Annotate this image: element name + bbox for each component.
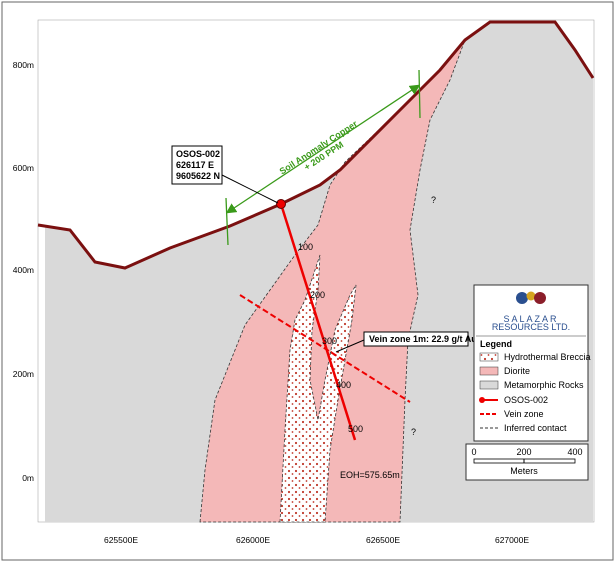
legend-item: Hydrothermal Breccia — [504, 352, 591, 362]
legend-swatch — [479, 352, 499, 362]
soil-arrow — [225, 84, 421, 214]
vein-label: Vein zone 1m: 22.9 g/t Au — [369, 334, 477, 344]
x-label: 626500E — [366, 535, 400, 545]
eoh-label: EOH=575.65m — [340, 470, 400, 480]
y-label: 400m — [13, 265, 34, 275]
question-mark: ? — [411, 427, 416, 437]
depth-label: 100 — [298, 242, 313, 252]
x-label: 626000E — [236, 535, 270, 545]
depth-label: 500 — [348, 424, 363, 434]
question-mark: ? — [431, 195, 436, 205]
drill-hole — [279, 203, 357, 441]
company: SALAZAR — [503, 314, 558, 324]
legend-title: Legend — [480, 339, 512, 349]
legend-swatch — [479, 366, 499, 376]
depth-label: 300 — [322, 336, 337, 346]
soil-limit — [418, 69, 421, 119]
legend-item: Vein zone — [504, 409, 544, 419]
callout-line — [335, 339, 365, 353]
callout-text: 9605622 N — [176, 171, 220, 181]
vein-label-box — [363, 331, 469, 347]
x-label: 625500E — [104, 535, 138, 545]
scale-unit: Meters — [510, 466, 538, 476]
x-label: 627000E — [495, 535, 529, 545]
scale-tick: 400 — [567, 447, 582, 457]
depth-label: 400 — [336, 380, 351, 390]
scale-tick: 200 — [516, 447, 531, 457]
breccia-area — [279, 254, 357, 523]
callout-box — [171, 145, 223, 185]
y-label: 600m — [13, 163, 34, 173]
soil-limit — [225, 197, 229, 246]
legend-item: OSOS-002 — [504, 395, 548, 405]
callout-text: 626117 E — [176, 160, 214, 170]
y-label: 200m — [13, 369, 34, 379]
legend-item: Inferred contact — [504, 423, 567, 433]
y-label: 0m — [22, 473, 34, 483]
legend-swatch — [479, 397, 485, 403]
company-sub: RESOURCES LTD. — [492, 322, 570, 332]
callout-text: OSOS-002 — [176, 149, 220, 159]
logo — [526, 291, 536, 301]
collar — [276, 199, 286, 209]
legend-swatch — [479, 380, 499, 390]
depth-label: 200 — [310, 290, 325, 300]
legend-item: Diorite — [504, 366, 530, 376]
callout-line — [221, 174, 279, 204]
logo — [516, 292, 528, 304]
legend-item: Metamorphic Rocks — [504, 380, 584, 390]
scale-tick: 0 — [471, 447, 476, 457]
logo — [534, 292, 546, 304]
y-label: 800m — [13, 60, 34, 70]
